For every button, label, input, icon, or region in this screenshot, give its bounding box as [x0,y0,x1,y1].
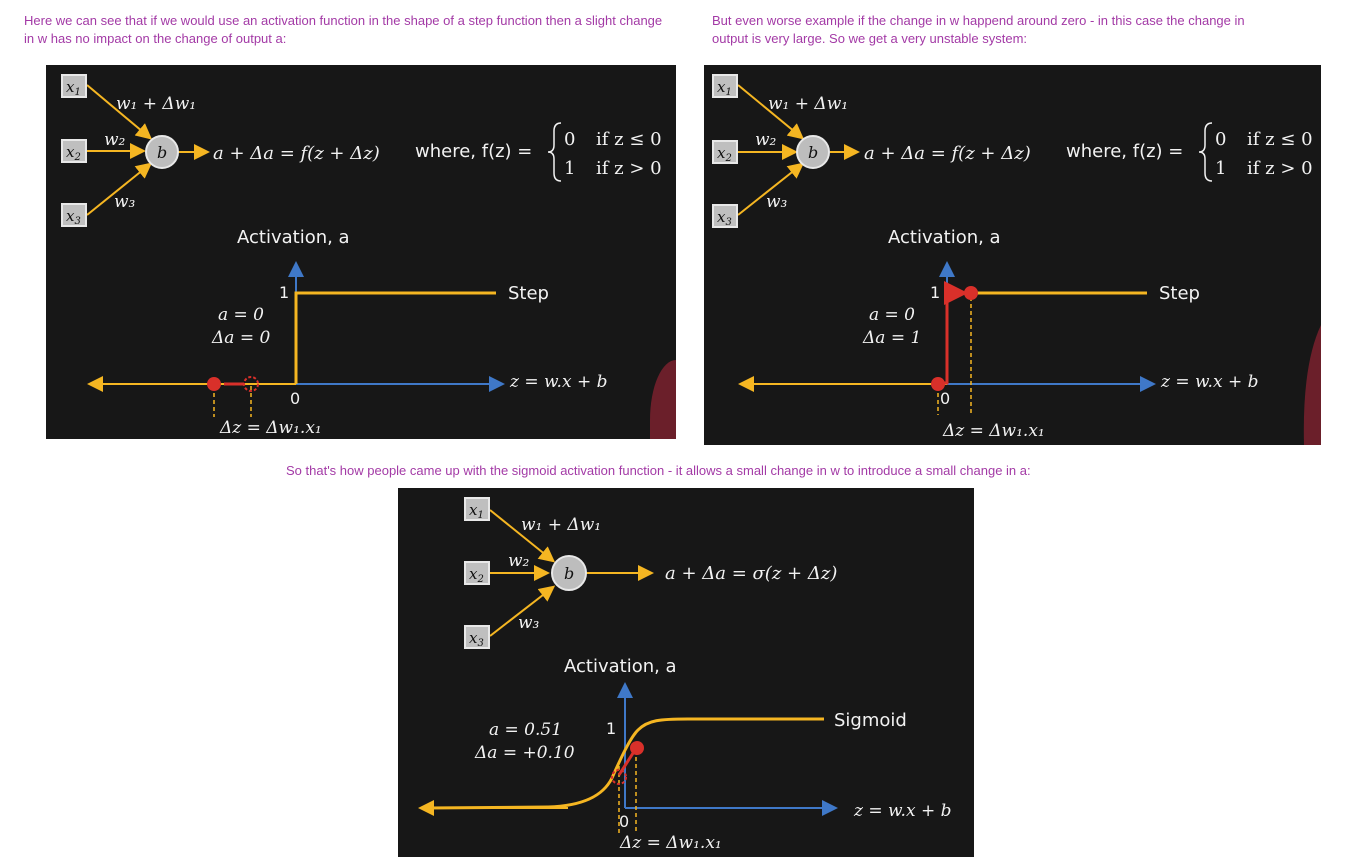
old-point [611,769,627,785]
curve-label: Sigmoid [834,710,907,731]
svg-text:if z ≤ 0: if z ≤ 0 [1247,129,1313,150]
sigmoid-curve [427,717,824,810]
weight-w1: w₁ + Δw₁ [116,94,196,114]
input-x3-box [464,625,490,649]
svg-text:x2: x2 [469,565,484,585]
output-equation: a + Δa = f(z + Δz) [864,143,1031,164]
output-equation: a + Δa = f(z + Δz) [213,143,380,164]
dz-label: Δz = Δw₁.x₁ [219,418,322,438]
activation-title: Activation, a [564,656,677,677]
svg-text:b: b [564,564,574,583]
new-point [207,377,221,391]
neuron-diagram: x1 x2 x3 w₁ + Δw₁ w₂ w₃ b [61,74,210,227]
weight-w1: w₁ + Δw₁ [521,515,601,535]
y-tick-1: 1 [279,283,289,302]
x-tick-0: 0 [290,389,300,408]
da-value: Δa = 1 [862,328,921,348]
bias-node [551,555,587,591]
svg-text:b: b [808,143,818,162]
weight-w2: w₂ [104,130,126,150]
weight-w3: w₃ [518,613,540,633]
weight-w1: w₁ + Δw₁ [768,94,848,114]
new-point [630,741,644,755]
axis-label: z = w.x + b [509,372,607,392]
svg-text:x1: x1 [717,78,732,98]
input-x1-box [61,74,87,98]
svg-text:x2: x2 [717,144,732,164]
svg-text:0: 0 [1215,129,1226,150]
note-right: But even worse example if the change in … [712,13,1245,46]
svg-text:x1: x1 [66,78,81,98]
old-point [931,377,945,391]
svg-text:x3: x3 [66,207,81,227]
activation-title: Activation, a [237,227,350,248]
dz-label: Δz = Δw₁.x₁ [942,421,1045,441]
y-tick-1: 1 [606,719,616,738]
da-value: Δa = 0 [211,328,270,348]
svg-text:x3: x3 [717,208,732,228]
step-curve [294,291,496,384]
a-value: a = 0 [218,305,264,325]
old-point [243,376,259,392]
note-left: Here we can see that if we would use an … [24,13,663,46]
svg-text:b: b [157,143,167,162]
y-tick-1: 1 [930,283,940,302]
input-x1-box [712,74,738,98]
x-tick-0: 0 [619,812,629,831]
activation-title: Activation, a [888,227,1001,248]
where-label: where, f(z) = [415,141,532,162]
axis-label: z = w.x + b [1160,372,1258,392]
weight-w2: w₂ [755,130,777,150]
axis-label: z = w.x + b [853,801,951,821]
da-value: Δa = +0.10 [474,743,575,763]
weight-w2: w₂ [508,551,530,571]
where-label: where, f(z) = [1066,141,1183,162]
neuron-diagram: x1 x2 x3 w₁ + Δw₁ w₂ w₃ b [464,497,654,649]
curve-label: Step [508,283,549,304]
dz-label: Δz = Δw₁.x₁ [619,833,722,853]
neuron-diagram: x1 x2 x3 w₁ + Δw₁ w₂ w₃ b [712,74,860,228]
a-value: a = 0.51 [489,720,562,740]
input-x2-box [61,139,87,163]
output-equation: a + Δa = σ(z + Δz) [665,563,837,584]
svg-text:0: 0 [564,129,575,150]
input-x2-box [464,561,490,585]
curve-label: Step [1159,283,1200,304]
weight-w3: w₃ [114,192,136,212]
new-point [964,286,978,300]
svg-text:if z > 0: if z > 0 [1247,158,1313,179]
bias-node [145,135,179,169]
bias-node [796,135,830,169]
panel-sigmoid: x1 x2 x3 w₁ + Δw₁ w₂ w₃ b a + Δa = σ(z +… [398,488,974,857]
weight-w3: w₃ [766,192,788,212]
panel-step-small-change: x1 x2 x3 w₁ + Δw₁ w₂ w₃ b a + Δa = f(z +… [46,65,676,439]
svg-text:x1: x1 [469,501,484,521]
input-x3-box [712,204,738,228]
x-tick-0: 0 [940,389,950,408]
a-value: a = 0 [869,305,915,325]
svg-text:x3: x3 [469,629,484,649]
svg-text:x2: x2 [66,143,81,163]
panel-step-around-zero: x1 x2 x3 w₁ + Δw₁ w₂ w₃ b a + Δa = f(z +… [704,65,1321,445]
svg-text:if z ≤ 0: if z ≤ 0 [596,129,662,150]
svg-text:if z > 0: if z > 0 [596,158,662,179]
svg-text:1: 1 [564,158,575,179]
svg-text:1: 1 [1215,158,1226,179]
note-bottom: So that's how people came up with the si… [286,463,1031,478]
input-x3-box [61,203,87,227]
input-x2-box [712,140,738,164]
input-x1-box [464,497,490,521]
